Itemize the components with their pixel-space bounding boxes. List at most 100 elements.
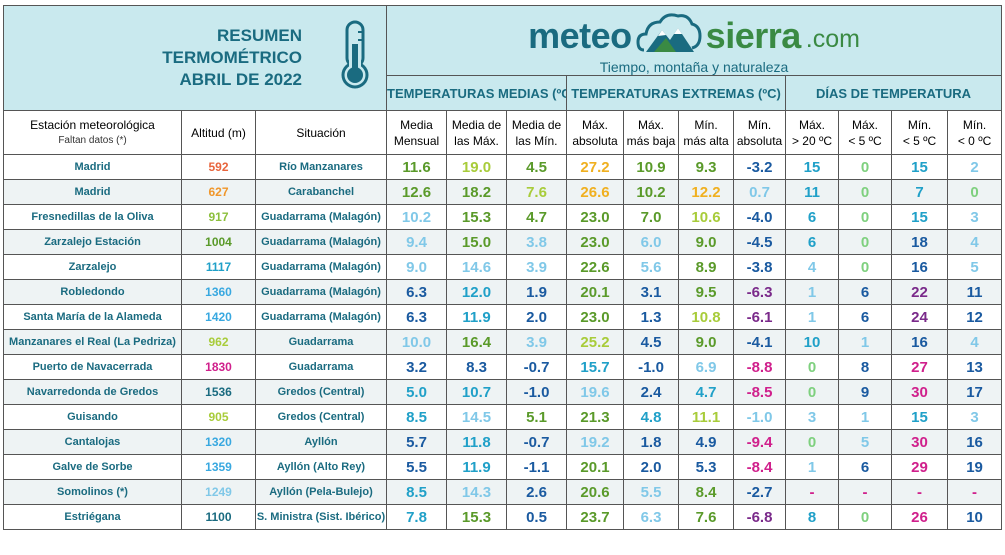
value-cell: 10.2 xyxy=(386,204,448,230)
value-cell: 2.0 xyxy=(506,304,568,330)
altitude-cell: 592 xyxy=(181,154,256,180)
situation-cell: Río Manzanares xyxy=(254,154,388,180)
value-cell: 10.6 xyxy=(678,204,735,230)
thermometer-icon xyxy=(338,20,372,96)
col-header-min-lt5: Mín. < 5 ºC xyxy=(891,110,949,155)
value-cell: 1 xyxy=(785,279,840,305)
situation-cell: Ayllón xyxy=(254,429,388,455)
altitude-cell: 917 xyxy=(181,204,256,230)
value-cell: 10 xyxy=(947,504,1003,530)
col-label-top: Máx. xyxy=(799,117,826,132)
situation-cell: Guadarrama xyxy=(254,354,388,380)
situation-cell: Carabanchel xyxy=(254,179,388,205)
value-cell: 4 xyxy=(947,229,1003,255)
table-row: Estriégana 1100 S. Ministra (Sist. Ibérico… xyxy=(3,504,1003,530)
value-cell: 4.5 xyxy=(506,154,568,180)
col-header-media-mensual: Media Mensual xyxy=(386,110,448,155)
col-label-top: Mín. xyxy=(962,117,987,132)
station-name-cell: Cantalojas xyxy=(3,429,182,455)
value-cell: 5.5 xyxy=(623,479,680,505)
value-cell: 3 xyxy=(947,204,1003,230)
col-label-top: Media de xyxy=(451,117,502,132)
station-name-cell: Galve de Sorbe xyxy=(3,454,182,480)
value-cell: 26 xyxy=(891,504,949,530)
value-cell: 5 xyxy=(947,254,1003,280)
col-label-top: Máx. xyxy=(852,117,879,132)
value-cell: 19 xyxy=(947,454,1003,480)
value-cell: 11.9 xyxy=(446,454,508,480)
value-cell: -8.8 xyxy=(733,354,787,380)
value-cell: 27.2 xyxy=(566,154,625,180)
value-cell: 13 xyxy=(947,354,1003,380)
col-label-bottom: absoluta xyxy=(736,133,783,148)
value-cell: 15 xyxy=(785,154,840,180)
value-cell: 5.1 xyxy=(506,404,568,430)
table-row: Cantalojas 1320 Ayllón 5.7 11.8 -0.7 19.2 1.8 4.… xyxy=(3,429,1003,455)
value-cell: 0 xyxy=(785,379,840,405)
col-label-top: Media de xyxy=(511,117,562,132)
logo-sierra-text: sierra xyxy=(705,14,802,56)
value-cell: 22.6 xyxy=(566,254,625,280)
logo-com-text: .com xyxy=(805,25,860,53)
value-cell: 21.3 xyxy=(566,404,625,430)
col-label-bottom: más alta xyxy=(683,133,729,148)
value-cell: -1.0 xyxy=(623,354,680,380)
value-cell: 27 xyxy=(891,354,949,380)
table-row: Madrid 592 Río Manzanares 11.6 19.0 4.5 27.2 10… xyxy=(3,154,1003,180)
value-cell: 8.5 xyxy=(386,479,448,505)
value-cell: 9.3 xyxy=(678,154,735,180)
value-cell: 18.2 xyxy=(446,179,508,205)
situation-cell: S. Ministra (Sist. Ibérico) xyxy=(254,504,388,530)
col-label-bottom: < 5 ºC xyxy=(902,133,937,148)
value-cell: 9.5 xyxy=(678,279,735,305)
value-cell: 0 xyxy=(838,179,893,205)
value-cell: 15.3 xyxy=(446,204,508,230)
value-cell: 1.8 xyxy=(623,429,680,455)
value-cell: 0 xyxy=(785,354,840,380)
value-cell: 15.3 xyxy=(446,504,508,530)
value-cell: 23.7 xyxy=(566,504,625,530)
altitude-cell: 1536 xyxy=(181,379,256,405)
value-cell: 11.8 xyxy=(446,429,508,455)
value-cell: 5.0 xyxy=(386,379,448,405)
value-cell: 8.3 xyxy=(446,354,508,380)
col-estacion-label: Estación meteorológica xyxy=(30,117,155,132)
group-header-medias: TEMPERATURAS MEDIAS (ºC) xyxy=(386,75,568,111)
title-line-2: TERMOMÉTRICO xyxy=(162,48,303,67)
value-cell: 15 xyxy=(891,204,949,230)
value-cell: -4.1 xyxy=(733,329,787,355)
value-cell: -3.2 xyxy=(733,154,787,180)
value-cell: 8.9 xyxy=(678,254,735,280)
altitude-cell: 1117 xyxy=(181,254,256,280)
value-cell: 3.9 xyxy=(506,254,568,280)
situation-cell: Guadarrama (Malagón) xyxy=(254,229,388,255)
situation-cell: Guadarrama (Malagón) xyxy=(254,204,388,230)
value-cell: 1.3 xyxy=(623,304,680,330)
value-cell: -1.1 xyxy=(506,454,568,480)
station-name-cell: Guisando xyxy=(3,404,182,430)
value-cell: 14.5 xyxy=(446,404,508,430)
value-cell: 6.9 xyxy=(678,354,735,380)
value-cell: 19.6 xyxy=(566,379,625,405)
value-cell: 7.6 xyxy=(506,179,568,205)
value-cell: - xyxy=(785,479,840,505)
logo-block: meteo sierra .com Tiempo, montaña y natu xyxy=(386,5,1003,76)
situation-cell: Guadarrama (Malagón) xyxy=(254,279,388,305)
situation-cell: Ayllón (Pela-Bulejo) xyxy=(254,479,388,505)
value-cell: 30 xyxy=(891,379,949,405)
value-cell: 5 xyxy=(838,429,893,455)
table-row: Manzanares el Real (La Pedriza) 962 Guadar… xyxy=(3,329,1003,355)
value-cell: 8.4 xyxy=(678,479,735,505)
value-cell: 8 xyxy=(785,504,840,530)
station-name-cell: Madrid xyxy=(3,179,182,205)
value-cell: 11.1 xyxy=(678,404,735,430)
value-cell: 30 xyxy=(891,429,949,455)
value-cell: -3.8 xyxy=(733,254,787,280)
altitude-cell: 1830 xyxy=(181,354,256,380)
value-cell: 1.9 xyxy=(506,279,568,305)
col-header-max-absoluta: Máx. absoluta xyxy=(566,110,625,155)
col-header-max-lt5: Máx. < 5 ºC xyxy=(838,110,893,155)
col-label-top: Mín. xyxy=(907,117,932,132)
value-cell: 22 xyxy=(891,279,949,305)
title-line-3: ABRIL DE 2022 xyxy=(179,70,303,89)
